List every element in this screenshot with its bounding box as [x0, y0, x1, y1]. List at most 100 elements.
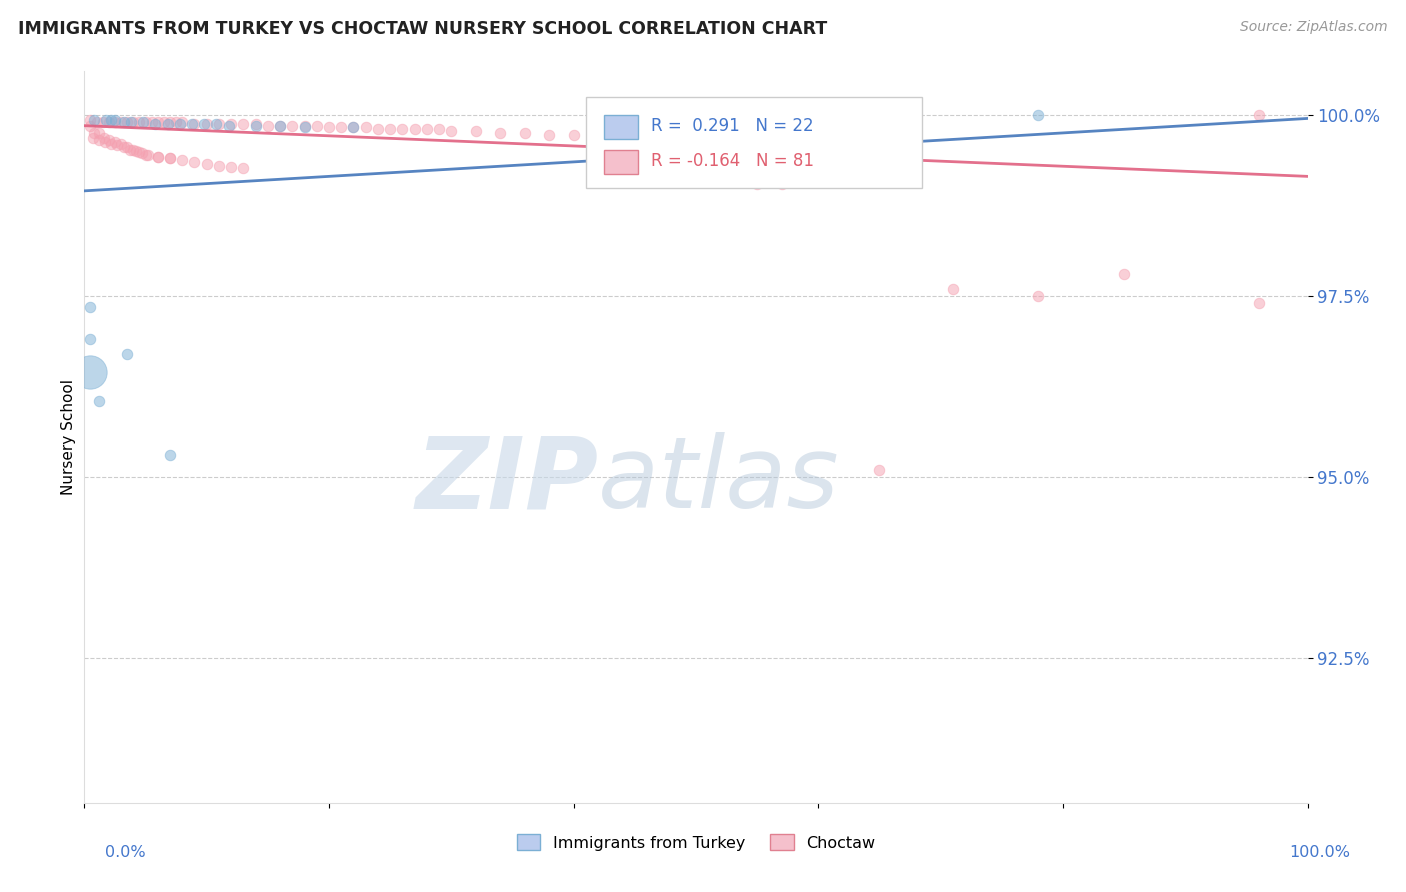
Point — [104, 136, 127, 150]
Point — [489, 126, 512, 140]
FancyBboxPatch shape — [586, 97, 922, 188]
Point — [1247, 296, 1270, 310]
Point — [110, 136, 132, 151]
Point — [97, 133, 120, 147]
Legend: Immigrants from Turkey, Choctaw: Immigrants from Turkey, Choctaw — [510, 828, 882, 857]
Point — [115, 140, 138, 154]
Point — [112, 140, 135, 154]
Point — [305, 119, 328, 133]
Bar — [605, 150, 638, 174]
Point — [136, 147, 159, 161]
Text: R = -0.164   N = 81: R = -0.164 N = 81 — [651, 153, 814, 170]
Point — [747, 177, 769, 191]
Point — [79, 365, 101, 379]
Text: 0.0%: 0.0% — [105, 845, 146, 860]
Point — [79, 112, 101, 127]
Point — [218, 119, 240, 133]
Point — [195, 157, 218, 171]
Point — [208, 117, 231, 131]
Point — [172, 153, 194, 167]
Point — [586, 128, 609, 142]
Point — [219, 160, 242, 174]
Point — [391, 122, 413, 136]
Point — [104, 112, 127, 127]
Point — [146, 150, 169, 164]
Point — [330, 120, 353, 135]
Point — [118, 143, 141, 157]
Point — [120, 115, 142, 129]
Point — [91, 115, 114, 129]
Point — [942, 282, 965, 296]
Point — [87, 133, 110, 147]
Point — [87, 126, 110, 140]
Point — [128, 145, 150, 160]
Point — [135, 147, 157, 161]
Text: ZIP: ZIP — [415, 433, 598, 530]
Point — [1247, 108, 1270, 122]
Point — [869, 463, 891, 477]
Point — [257, 119, 280, 133]
Point — [159, 115, 181, 129]
Point — [342, 120, 364, 135]
Text: atlas: atlas — [598, 433, 839, 530]
Point — [122, 115, 145, 129]
Point — [159, 151, 181, 165]
Point — [100, 136, 122, 151]
Point — [115, 115, 138, 129]
Point — [105, 138, 128, 153]
Point — [146, 115, 169, 129]
Point — [153, 115, 176, 129]
Point — [165, 115, 187, 129]
Point — [156, 117, 179, 131]
Point — [219, 117, 242, 131]
Text: R =  0.291   N = 22: R = 0.291 N = 22 — [651, 117, 813, 136]
Point — [367, 122, 389, 136]
Point — [96, 112, 118, 127]
Point — [79, 332, 101, 346]
Point — [104, 115, 127, 129]
Point — [193, 117, 215, 131]
Point — [416, 122, 439, 136]
Point — [112, 115, 135, 129]
Point — [404, 122, 426, 136]
Point — [159, 151, 181, 165]
Point — [294, 120, 316, 135]
Point — [172, 115, 194, 129]
Point — [135, 115, 157, 129]
Point — [110, 115, 132, 129]
Point — [83, 126, 105, 140]
Point — [100, 112, 122, 127]
Point — [79, 119, 101, 133]
Point — [562, 128, 585, 142]
Point — [208, 159, 231, 173]
Point — [354, 120, 377, 135]
Point — [294, 119, 316, 133]
Point — [83, 112, 105, 127]
Point — [169, 117, 191, 131]
Point — [141, 115, 163, 129]
Bar — [605, 114, 638, 138]
Point — [464, 124, 486, 138]
Point — [440, 124, 463, 138]
Point — [93, 131, 115, 145]
Point — [159, 448, 181, 462]
Point — [245, 117, 267, 131]
Point — [342, 120, 364, 135]
Point — [205, 117, 228, 131]
Point — [86, 115, 108, 129]
Point — [269, 119, 291, 133]
Point — [115, 347, 138, 361]
Point — [318, 120, 340, 135]
Point — [125, 144, 148, 158]
Point — [122, 143, 145, 157]
Point — [380, 122, 402, 136]
Point — [79, 300, 101, 314]
Point — [195, 117, 218, 131]
Point — [232, 117, 254, 131]
Point — [87, 393, 110, 408]
Point — [146, 150, 169, 164]
Point — [427, 122, 450, 136]
Point — [131, 146, 153, 161]
Point — [181, 117, 204, 131]
Y-axis label: Nursery School: Nursery School — [60, 379, 76, 495]
